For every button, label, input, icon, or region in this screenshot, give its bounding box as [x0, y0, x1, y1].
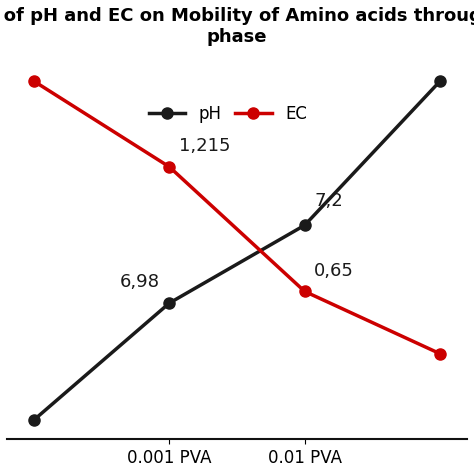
Legend: pH, EC: pH, EC [149, 105, 307, 123]
Text: 1,215: 1,215 [179, 137, 230, 155]
Text: 0,65: 0,65 [314, 262, 354, 280]
pH [302, 222, 308, 228]
Line: EC: EC [28, 76, 446, 359]
pH [166, 300, 172, 306]
pH [31, 417, 37, 423]
Line: pH: pH [28, 76, 446, 426]
EC [31, 78, 37, 84]
EC [437, 351, 443, 356]
pH [437, 78, 443, 84]
EC [302, 289, 308, 294]
Title: Effect of pH and EC on Mobility of Amino acids through pur
phase: Effect of pH and EC on Mobility of Amino… [0, 7, 474, 46]
Text: 6,98: 6,98 [120, 273, 160, 292]
Text: 7,2: 7,2 [314, 191, 343, 210]
EC [166, 164, 172, 170]
